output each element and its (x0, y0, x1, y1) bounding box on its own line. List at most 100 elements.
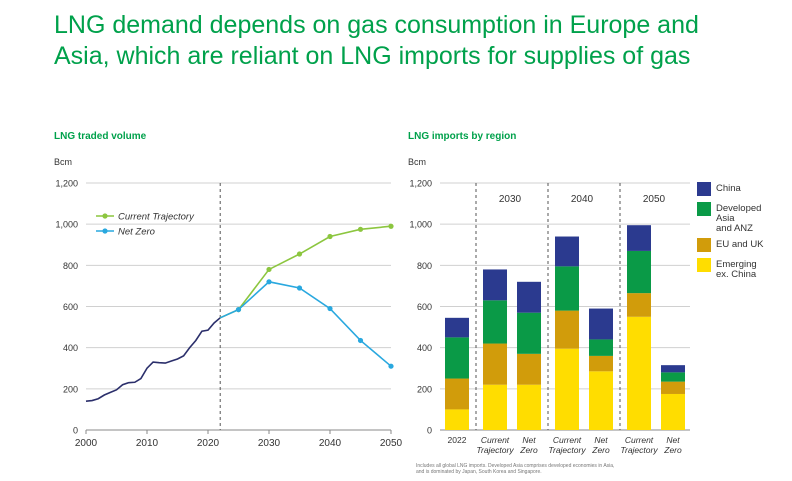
line-series-netzero (219, 280, 392, 367)
bar-segment-developed_asia_anz (445, 337, 469, 379)
bar-legend-label: China (716, 183, 742, 194)
bar-segment-china (517, 281, 541, 313)
line-point-netzero (266, 279, 272, 285)
bar-segment-emerging (555, 348, 579, 430)
bar-segment-china (589, 308, 613, 340)
line-x-tick-label: 2000 (75, 438, 98, 449)
bar-category-label: Net (666, 435, 680, 445)
line-chart-title: LNG traded volume (54, 131, 147, 142)
line-series-history (85, 317, 221, 402)
title-line-2: Asia, which are reliant on LNG imports f… (54, 42, 691, 70)
bar-category-label: Zero (663, 445, 682, 455)
bar-legend-label: and ANZ (716, 223, 753, 234)
bar-segment-china (661, 365, 685, 373)
title-line-1: LNG demand depends on gas consumption in… (54, 11, 699, 39)
line-point-current (266, 266, 272, 273)
line-series-current (219, 225, 392, 319)
bar-segment-eu_uk (483, 343, 507, 385)
line-y-tick-label: 1,200 (55, 179, 78, 189)
bar-segment-china (445, 317, 469, 338)
line-y-tick-label: 1,000 (55, 220, 78, 230)
bar-segment-emerging (483, 384, 507, 430)
line-y-tick-label: 200 (63, 384, 78, 394)
bar-category-label: 2022 (448, 435, 467, 445)
bar-y-tick-label: 1,200 (409, 179, 432, 189)
bar-segment-eu_uk (627, 293, 651, 317)
bar-y-tick-label: 0 (427, 426, 432, 436)
bar-segment-china (483, 269, 507, 301)
bar-chart-unit: Bcm (408, 157, 426, 167)
bar-category-label: Zero (591, 445, 610, 455)
line-y-tick-label: 0 (73, 426, 78, 436)
bar-segment-emerging (627, 316, 651, 430)
bar-legend-label: EU and UK (716, 239, 764, 250)
bar-group-label: 2050 (643, 194, 666, 205)
line-point-current (357, 226, 364, 232)
bar-segment-emerging (661, 393, 685, 430)
bar-category-label: Net (522, 435, 536, 445)
line-point-netzero (235, 306, 242, 313)
bar-category-label: Current (553, 435, 582, 445)
bar-segment-developed_asia_anz (661, 372, 685, 382)
bar-category-label: Trajectory (620, 445, 658, 455)
bar-segment-emerging (517, 384, 541, 430)
bar-y-tick-label: 400 (417, 343, 432, 353)
line-point-current (327, 233, 333, 240)
line-point-netzero (327, 305, 333, 312)
line-x-tick-label: 2040 (319, 438, 342, 449)
bar-segment-eu_uk (555, 310, 579, 349)
bar-segment-developed_asia_anz (517, 312, 541, 354)
line-point-current (388, 223, 394, 229)
line-x-tick-label: 2030 (258, 438, 281, 449)
bar-segment-developed_asia_anz (627, 250, 651, 294)
bar-category-label: Trajectory (548, 445, 586, 455)
bar-category-label: Trajectory (476, 445, 514, 455)
bar-segment-emerging (445, 409, 469, 430)
bar-segment-developed_asia_anz (483, 300, 507, 344)
line-legend-label: Current Trajectory (118, 212, 195, 223)
bar-category-label: Current (625, 435, 654, 445)
line-x-tick-label: 2020 (197, 438, 220, 449)
line-y-tick-label: 800 (63, 261, 78, 271)
bar-y-tick-label: 200 (417, 384, 432, 394)
bar-legend-label: Developed (716, 203, 761, 214)
bar-y-tick-label: 1,000 (409, 220, 432, 230)
bar-category-label: Current (481, 435, 510, 445)
page-title: LNG demand depends on gas consumption in… (54, 10, 774, 72)
bar-chart: 0 200 400 600 800 1,000 1,200 2030 2040 2050 2022 C… (409, 179, 690, 455)
bar-legend-label: Emerging (716, 259, 757, 270)
line-legend-marker (102, 228, 108, 234)
line-point-netzero (296, 285, 303, 291)
bar-segment-china (627, 225, 651, 251)
line-point-netzero (388, 363, 394, 369)
line-chart: 0 200 400 600 800 1,000 1,200 2000 2010 2020 2030 2… (55, 179, 402, 450)
bar-group-label: 2030 (499, 194, 522, 205)
bar-segment-eu_uk (445, 378, 469, 410)
footnote-line-1: Includes all global LNG imports. Develop… (416, 463, 615, 469)
line-legend-marker (102, 213, 108, 219)
footnote-line-2: and is dominated by Japan, South Korea a… (416, 469, 542, 475)
line-point-netzero (357, 337, 364, 344)
bar-segment-emerging (589, 371, 613, 430)
bar-y-tick-label: 600 (417, 302, 432, 312)
footnote: Includes all global LNG imports. Develop… (416, 463, 716, 475)
line-y-tick-label: 600 (63, 302, 78, 312)
bar-legend-label: ex. China (716, 269, 757, 280)
line-chart-unit: Bcm (54, 157, 72, 167)
bar-category-label: Net (594, 435, 608, 445)
bar-segment-eu_uk (517, 353, 541, 385)
bar-legend-swatch-developed_asia_anz (697, 202, 711, 216)
line-x-tick-label: 2010 (136, 438, 159, 449)
bar-segment-developed_asia_anz (555, 266, 579, 311)
line-x-tick-label: 2050 (380, 438, 403, 449)
bar-segment-eu_uk (589, 355, 613, 372)
bar-segment-eu_uk (661, 381, 685, 394)
bar-segment-china (555, 236, 579, 267)
bar-legend-label: Asia (716, 213, 735, 224)
line-legend-label: Net Zero (118, 227, 155, 238)
bar-chart-title: LNG imports by region (408, 131, 517, 142)
line-y-tick-label: 400 (63, 343, 78, 353)
bar-group-label: 2040 (571, 194, 594, 205)
